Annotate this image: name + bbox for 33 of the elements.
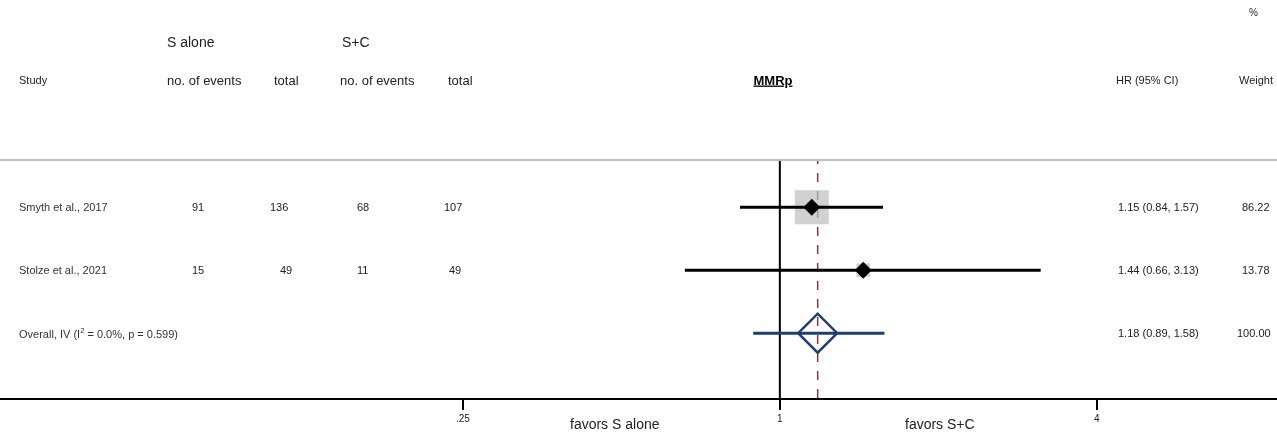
annotation: 136 bbox=[270, 201, 289, 213]
text: no. of events bbox=[167, 73, 242, 88]
text: HR (95% CI) bbox=[1116, 74, 1179, 86]
x-tick-label: 4 bbox=[1093, 413, 1100, 424]
annotation: 1.18 (0.89, 1.58) bbox=[1118, 327, 1199, 339]
annotation: 68 bbox=[357, 201, 370, 213]
annotation: 49 bbox=[449, 264, 462, 276]
text: favors S alone bbox=[570, 416, 660, 432]
x-tick-label: 1 bbox=[777, 413, 784, 424]
annotation: 91 bbox=[192, 201, 205, 213]
annotation: 1.15 (0.84, 1.57) bbox=[1118, 201, 1199, 213]
text: total bbox=[274, 73, 299, 88]
text: % bbox=[1249, 7, 1258, 18]
text: Weight bbox=[1239, 74, 1274, 86]
chart-title: MMRp bbox=[753, 72, 793, 88]
annotation: 107 bbox=[444, 201, 463, 213]
y-tick-label: Overall, IV (I$^{2}$ = 0.0%, p = 0.599) bbox=[19, 326, 178, 340]
annotation: 86.22 bbox=[1242, 201, 1270, 213]
text: favors S+C bbox=[905, 416, 975, 432]
annotation: 1.44 (0.66, 3.13) bbox=[1118, 264, 1199, 276]
annotation: 15 bbox=[192, 264, 205, 276]
text: no. of events bbox=[340, 73, 415, 88]
y-tick-label: Smyth et al., 2017 bbox=[19, 201, 108, 213]
x-tick-label: .25 bbox=[455, 413, 471, 424]
annotation: 49 bbox=[280, 264, 293, 276]
text: S+C bbox=[342, 34, 370, 50]
annotation: 13.78 bbox=[1242, 264, 1270, 276]
y-tick-label: Stolze et al., 2021 bbox=[19, 264, 108, 276]
text: total bbox=[448, 73, 473, 88]
annotation: 11 bbox=[357, 264, 369, 276]
annotation: 100.00 bbox=[1237, 327, 1271, 339]
text: Study bbox=[19, 74, 48, 86]
text: S alone bbox=[167, 34, 215, 50]
